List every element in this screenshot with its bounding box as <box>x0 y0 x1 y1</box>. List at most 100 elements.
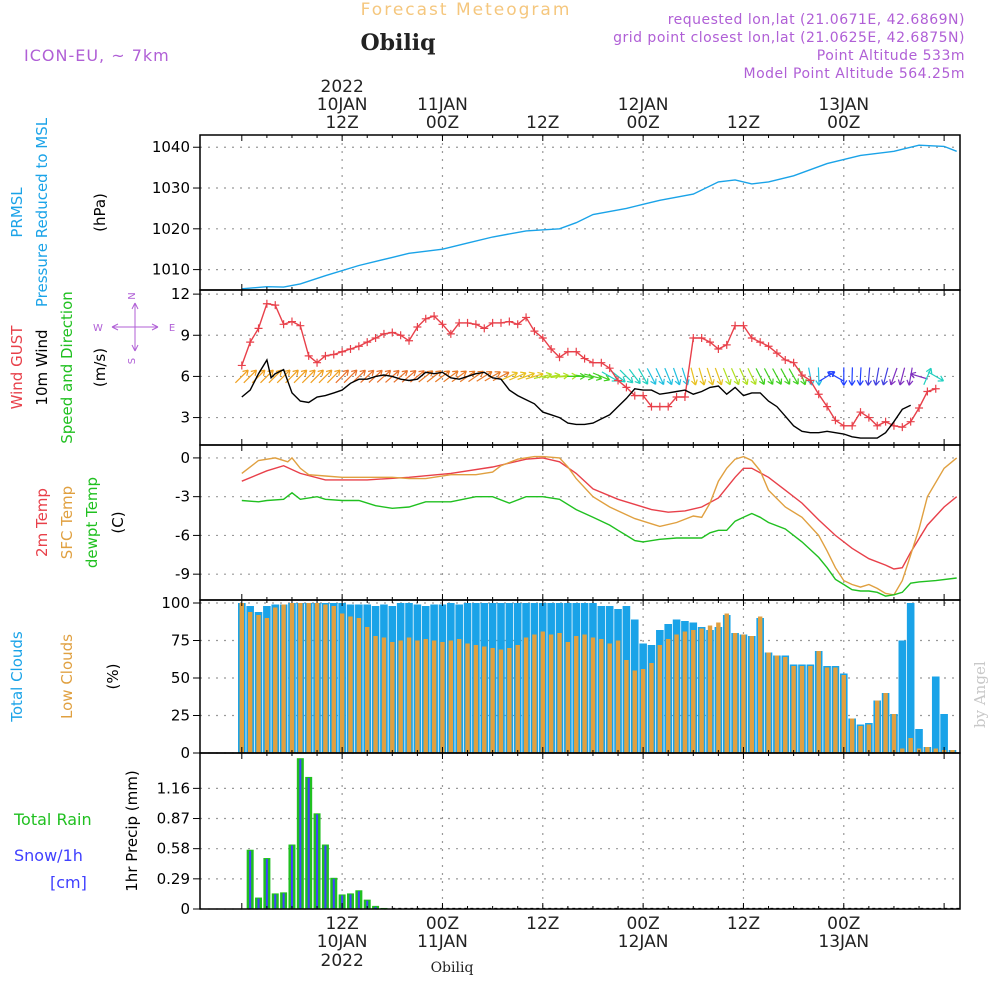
top-axis-hour: 12Z <box>526 113 559 133</box>
wind-arrow <box>873 367 880 386</box>
gust-marker <box>906 417 915 426</box>
gust-marker <box>597 358 606 367</box>
low-cloud-bar <box>632 670 637 753</box>
wind-arrow <box>492 371 510 382</box>
wind-arrow <box>335 369 350 384</box>
low-cloud-bar <box>858 726 863 753</box>
rain-bar-core <box>282 893 285 909</box>
y-tick-label: 0.87 <box>157 810 190 828</box>
gust-marker <box>672 392 681 401</box>
gust-marker <box>588 358 597 367</box>
low-cloud-bar <box>532 634 537 753</box>
wind-arrow <box>739 368 749 386</box>
low-cloud-bar <box>716 622 721 753</box>
total-cloud-bar <box>940 714 948 753</box>
rain-bar-core <box>290 845 293 909</box>
low-cloud-bar <box>891 714 897 753</box>
low-cloud-bar <box>473 645 479 753</box>
wind-arrow <box>638 368 649 385</box>
gust-marker <box>689 334 698 343</box>
top-axis-hour: 12Z <box>325 113 358 133</box>
panel-label: dewpt Temp <box>83 477 101 568</box>
rain-bar-core <box>366 900 369 909</box>
compass-east: E <box>169 323 175 334</box>
low-cloud-bar <box>373 636 378 753</box>
wind-arrow <box>376 369 392 383</box>
y-tick-label: 0 <box>180 744 190 762</box>
low-cloud-bar <box>682 631 688 753</box>
gust-marker <box>430 312 439 321</box>
rain-bar-core <box>307 777 310 909</box>
gust-marker <box>547 344 556 353</box>
gust-marker <box>814 390 823 399</box>
low-cloud-bar <box>565 642 571 753</box>
panel-label: Low Clouds <box>58 634 76 719</box>
wind-arrow <box>628 368 641 385</box>
wind-arrow <box>343 369 358 384</box>
wind-arrow <box>360 369 375 384</box>
2m-temp-line <box>241 457 958 570</box>
gust-marker <box>522 313 531 322</box>
gust-marker <box>664 402 673 411</box>
bottom-axis-hour: 12Z <box>526 914 559 934</box>
wind-arrow <box>443 370 459 383</box>
low-cloud-bar <box>732 633 738 753</box>
y-tick-label: 0 <box>180 449 190 467</box>
low-cloud-bar <box>908 738 913 753</box>
gust-marker <box>622 383 631 392</box>
wind-arrow <box>619 369 634 384</box>
gust-marker <box>488 318 497 327</box>
y-tick-label: 1040 <box>152 138 190 156</box>
low-cloud-bar <box>866 724 872 753</box>
top-axis-year: 2022 <box>321 77 364 97</box>
gust-marker <box>563 347 572 356</box>
low-cloud-bar <box>841 675 846 753</box>
low-cloud-bar <box>548 634 554 753</box>
gust-marker <box>797 371 806 380</box>
10m-wind-line <box>241 358 912 439</box>
gust-marker <box>848 421 857 430</box>
footer-station: Obiliq <box>431 960 474 976</box>
low-cloud-bar <box>339 613 345 753</box>
low-cloud-bar <box>699 628 704 753</box>
gust-marker <box>722 340 731 349</box>
low-cloud-bar <box>431 640 437 753</box>
low-cloud-bar <box>348 616 353 753</box>
gust-marker <box>496 318 505 327</box>
wind-plot <box>234 299 945 439</box>
total-cloud-bar <box>906 603 915 753</box>
temp-panel: 0 -3 -6 -9 2m Temp SFC Temp dewpt Temp (C) <box>33 444 961 601</box>
gust-marker <box>438 320 447 329</box>
wind-arrow <box>815 367 823 386</box>
wind-arrow <box>276 369 291 384</box>
wind-panel: 3 6 9 12 Wind GUST 10m Wind Speed and Directio… <box>8 285 961 446</box>
rain-bar-core <box>349 894 352 909</box>
gust-marker <box>605 364 614 373</box>
gust-marker <box>455 318 464 327</box>
y-tick-label: 0.58 <box>157 840 190 858</box>
wind-arrow <box>881 367 889 386</box>
low-cloud-bar <box>582 634 587 753</box>
y-tick-label: 25 <box>171 707 190 725</box>
low-cloud-bar <box>766 652 771 753</box>
panels: 1010 1020 1030 1040 PRMSL Pressure Reduced to… <box>8 117 961 918</box>
low-cloud-bar <box>724 613 729 753</box>
low-cloud-bar <box>289 603 295 753</box>
wind-arrow <box>293 369 308 384</box>
gust-marker <box>781 355 790 364</box>
panel-label: Snow/1h <box>14 846 83 865</box>
low-cloud-bar <box>933 748 938 753</box>
gust-marker <box>572 347 581 356</box>
low-cloud-bar <box>624 660 629 753</box>
low-cloud-bar <box>950 750 955 753</box>
low-cloud-bar <box>749 636 755 753</box>
gust-marker <box>463 318 472 327</box>
gust-marker <box>739 321 748 330</box>
panel-label: PRMSL <box>8 187 26 238</box>
gust-marker <box>471 320 480 329</box>
gust-marker <box>806 376 815 385</box>
gust-marker <box>923 387 932 396</box>
wind-arrow <box>906 367 914 386</box>
low-cloud-bar <box>557 633 562 753</box>
low-cloud-bar <box>515 645 520 753</box>
